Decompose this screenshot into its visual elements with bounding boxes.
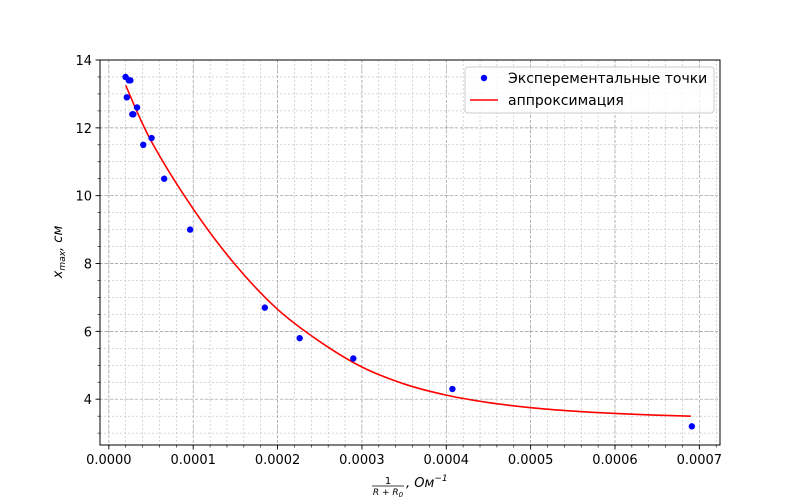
y-tick-label: 4 [84,393,92,408]
x-tick-label: 0.0002 [255,453,301,468]
experimental-point [148,134,155,142]
experimental-point [688,423,696,430]
x-axis-title-numerator: 1 [385,476,391,487]
legend-label-fit: аппроксимация [508,93,624,109]
x-axis-title-suffix-text: , Ом [406,476,434,491]
plot-background [100,60,720,445]
x-axis-ticks: 0.0000 0.0001 0.0002 0.0003 0.0004 0.0005 0.00… [86,445,722,468]
scatter-layer [122,73,696,430]
x-tick-label: 0.0003 [339,453,385,468]
x-axis-title: 1 R + R0 , Ом−1 [372,474,448,499]
approximation-line [125,85,691,417]
x-axis-title-denominator: R + R0 [373,488,404,499]
y-axis-title-sub: max [58,250,68,270]
experimental-point [449,385,456,393]
x-tick-label: 0.0000 [86,453,132,468]
x-axis-title-denominator-sub: 0 [399,491,404,499]
y-axis-title: xmax, см [51,226,68,280]
experimental-point [140,141,147,149]
experimental-point [123,94,131,101]
y-tick-label: 10 [75,190,92,205]
y-tick-label: 14 [75,54,92,69]
x-tick-label: 0.0005 [508,453,554,468]
x-tick-label: 0.0004 [424,453,470,468]
x-axis-title-suffix: , Ом−1 [406,474,448,491]
experimental-point [296,334,303,342]
y-tick-label: 8 [84,258,92,273]
experimental-point [186,226,194,233]
legend-frame [464,66,715,114]
plot-frame [99,59,721,446]
y-axis-ticks: 4 6 8 10 12 14 [75,54,100,434]
experimental-point [133,104,141,111]
legend: Эксперементальные точки аппроксимация [464,66,715,114]
x-tick-label: 0.0001 [170,453,216,468]
experimental-point [127,77,134,84]
y-tick-label: 12 [75,122,92,137]
x-tick-label: 0.0006 [592,453,638,468]
y-tick-label: 6 [84,325,92,340]
experimental-point [130,111,137,118]
plot-area: 0.0000 0.0001 0.0002 0.0003 0.0004 0.0005 0.00… [75,54,722,468]
experimental-point [350,355,357,362]
x-axis-title-suffix-sup: −1 [434,474,447,484]
experimental-point [261,304,269,311]
experimental-point [160,175,168,182]
y-axis-title-suffix: , см [51,226,66,251]
legend-scatter-marker [480,74,488,82]
legend-label-scatter: Эксперементальные точки [508,71,707,87]
x-axis-title-denominator-base: R + R [373,488,399,498]
x-tick-label: 0.0007 [677,453,723,468]
major-grid [100,59,720,445]
fit-line-layer [125,85,691,417]
y-axis-title-base: x [51,270,66,279]
